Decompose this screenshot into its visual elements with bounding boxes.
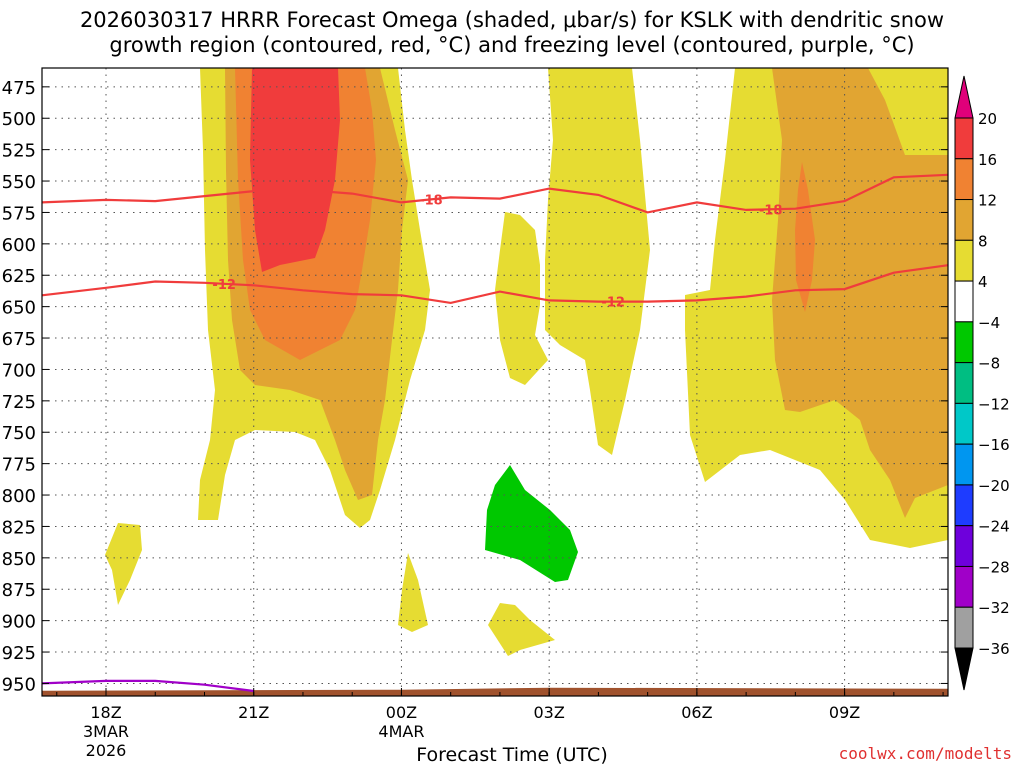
colorbar-swatch: [954, 199, 974, 241]
y-tick-label: 625: [2, 266, 36, 287]
credit-text: coolwx.com/modelts: [838, 744, 1012, 763]
omega-region-4-8: [545, 68, 650, 455]
y-tick-label: 550: [2, 172, 36, 193]
y-tick-label: 825: [2, 517, 36, 538]
colorbar-label: −36: [978, 640, 1010, 658]
y-axis: 475 500 525 550 575 600 625 650 675 700 725 750 775 8…: [2, 78, 948, 695]
colorbar-cap-top: [954, 75, 974, 119]
colorbar-label: −8: [978, 355, 1000, 373]
y-tick-label: 525: [2, 141, 36, 162]
omega-region-16-20: [250, 68, 340, 272]
colorbar-label: 12: [978, 192, 997, 210]
omega-region-4-8: [105, 523, 142, 605]
contour-line: [41, 173, 949, 214]
contour-line: [41, 264, 949, 305]
y-tick-label: 700: [2, 360, 36, 381]
colorbar-swatch: [954, 321, 974, 364]
omega-region-8-12: [772, 68, 948, 518]
y-tick-label: 900: [2, 612, 36, 633]
colorbar-label: −32: [978, 599, 1010, 617]
colorbar-swatch: [954, 362, 974, 404]
x-tick-label: 06Z: [681, 703, 712, 722]
colorbar: 20 16 12 8 4 −4 −8 −12 −16 −20 −24 −28 −32 −36: [954, 75, 1010, 691]
contour-label: -18: [759, 203, 783, 218]
contour-label: -12: [212, 278, 236, 293]
omega-shading: [105, 68, 948, 656]
colorbar-label: −20: [978, 477, 1010, 495]
terrain-band: [42, 687, 948, 696]
colorbar-swatch: [954, 239, 974, 282]
x-tick-label: 09Z: [829, 703, 860, 722]
colorbar-swatch: [954, 525, 974, 567]
colorbar-label: 8: [978, 232, 988, 250]
x-tick-label: 18Z: [90, 703, 121, 722]
contour-label: -12: [601, 296, 625, 311]
y-tick-label: 475: [2, 78, 36, 99]
colorbar-swatch: [954, 443, 974, 486]
x-tick-date-label: 3MAR: [83, 722, 129, 741]
y-tick-label: 500: [2, 109, 36, 130]
colorbar-label: −12: [978, 395, 1010, 413]
y-tick-label: 600: [2, 235, 36, 256]
y-tick-label: 775: [2, 455, 36, 476]
x-tick-label: 03Z: [533, 703, 564, 722]
omega-region-12-16: [795, 162, 815, 312]
colorbar-label: −28: [978, 558, 1010, 576]
chart-title-line-1: 2026030317 HRRR Forecast Omega (shaded, …: [79, 8, 945, 32]
colorbar-label: 20: [978, 110, 997, 128]
chart-title-line-2: growth region (contoured, red, °C) and f…: [109, 33, 915, 57]
contour-label: -18: [419, 193, 443, 208]
y-tick-label: 650: [2, 298, 36, 319]
colorbar-swatch: [954, 402, 974, 445]
contours: -18 -18 -12 -12: [41, 173, 949, 693]
colorbar-swatch: [954, 484, 974, 527]
colorbar-cap-bottom: [954, 647, 974, 691]
terrain: [42, 687, 948, 696]
colorbar-label: −24: [978, 518, 1010, 536]
colorbar-swatch: [954, 606, 974, 649]
omega-region-4-8: [488, 603, 555, 656]
grid-lines: [42, 68, 948, 696]
x-tick-date-label: 4MAR: [378, 722, 424, 741]
colorbar-swatch: [954, 158, 974, 201]
colorbar-label: −4: [978, 314, 1000, 332]
omega-region-4-8: [398, 553, 428, 632]
x-axis-label: Forecast Time (UTC): [416, 744, 608, 766]
x-tick-label: 00Z: [386, 703, 417, 722]
omega-region-4-8: [495, 212, 548, 385]
x-tick-year-label: 2026: [86, 741, 127, 760]
colorbar-label: 16: [978, 151, 997, 169]
x-tick-label: 21Z: [238, 703, 269, 722]
omega-region-neg8-neg4: [485, 465, 578, 582]
y-tick-label: 875: [2, 580, 36, 601]
colorbar-swatch: [954, 117, 974, 160]
colorbar-label: −16: [978, 436, 1010, 454]
y-tick-label: 725: [2, 392, 36, 413]
y-tick-label: 750: [2, 423, 36, 444]
colorbar-swatch: [954, 280, 974, 323]
contour-line: [41, 679, 254, 693]
y-tick-label: 925: [2, 643, 36, 664]
y-tick-label: 950: [2, 674, 36, 695]
y-tick-label: 800: [2, 486, 36, 507]
colorbar-swatch: [954, 565, 974, 608]
colorbar-label: 4: [978, 273, 988, 291]
y-tick-label: 575: [2, 203, 36, 224]
y-tick-label: 675: [2, 329, 36, 350]
plot-frame: [41, 67, 949, 697]
y-tick-label: 850: [2, 549, 36, 570]
